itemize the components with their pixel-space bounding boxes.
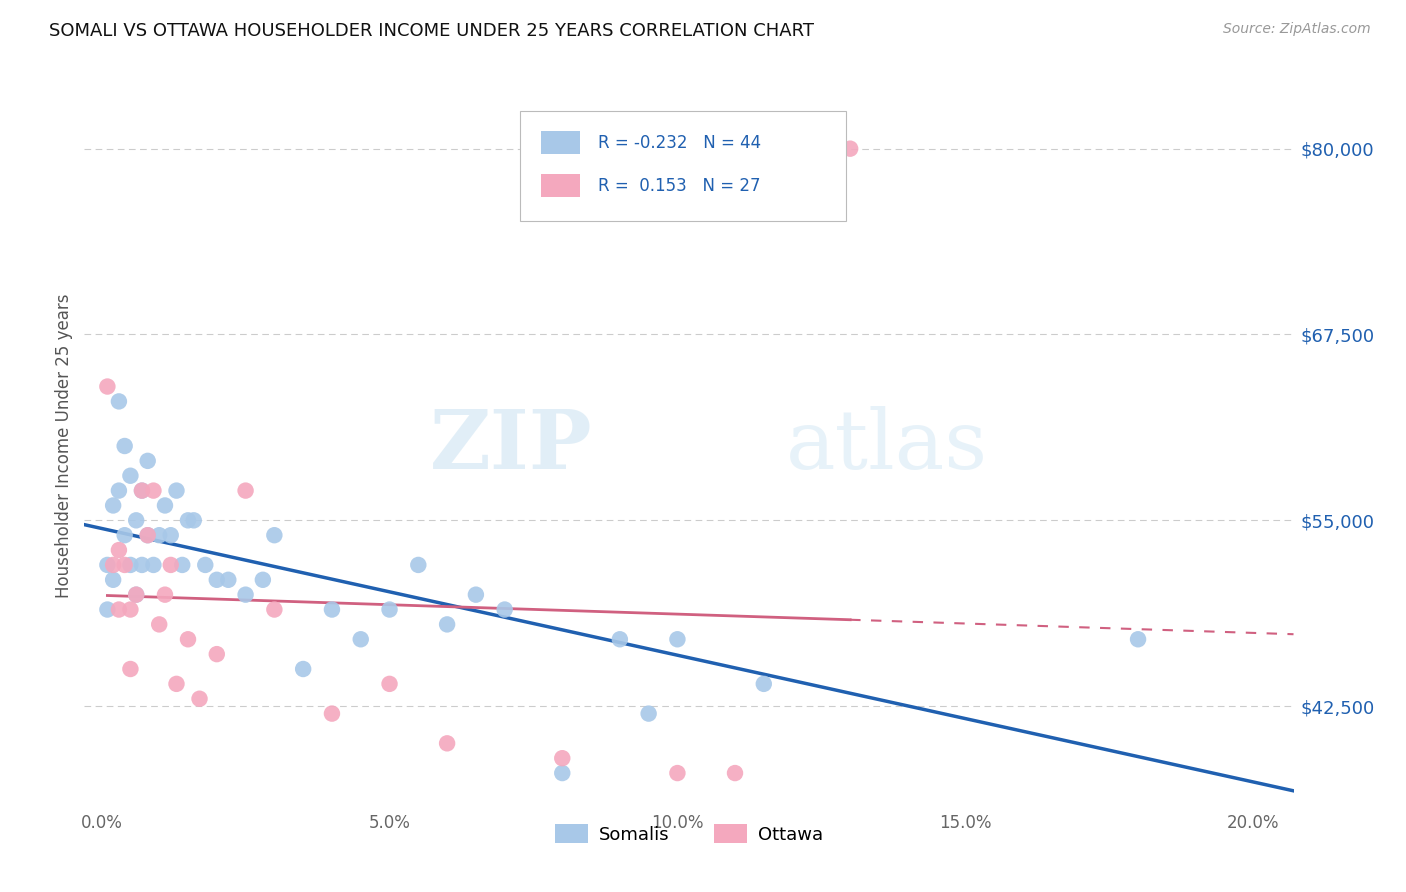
- Point: [108, 483, 131, 498]
- Legend: Somalis, Ottawa: Somalis, Ottawa: [548, 817, 830, 851]
- Point: [263, 602, 285, 616]
- Point: [114, 558, 136, 572]
- Point: [120, 662, 142, 676]
- Point: [101, 573, 124, 587]
- Point: [321, 706, 343, 721]
- Point: [148, 528, 170, 542]
- Point: [101, 558, 124, 572]
- Point: [551, 751, 574, 765]
- Point: [609, 632, 631, 647]
- Point: [166, 677, 188, 691]
- Point: [131, 558, 153, 572]
- Text: Source: ZipAtlas.com: Source: ZipAtlas.com: [1223, 22, 1371, 37]
- Point: [120, 602, 142, 616]
- Bar: [541, 131, 581, 154]
- Point: [378, 677, 401, 691]
- Point: [108, 394, 131, 409]
- Point: [114, 439, 136, 453]
- Point: [752, 677, 775, 691]
- Point: [136, 454, 159, 468]
- Point: [292, 662, 315, 676]
- Point: [108, 543, 131, 558]
- Point: [136, 528, 159, 542]
- Point: [350, 632, 373, 647]
- Point: [464, 588, 486, 602]
- Point: [252, 573, 274, 587]
- Point: [148, 617, 170, 632]
- Point: [839, 142, 862, 156]
- Text: R =  0.153   N = 27: R = 0.153 N = 27: [599, 177, 761, 194]
- Point: [235, 483, 257, 498]
- Point: [131, 483, 153, 498]
- Point: [177, 513, 200, 527]
- Point: [205, 573, 228, 587]
- Point: [217, 573, 239, 587]
- Point: [101, 499, 124, 513]
- Point: [188, 691, 211, 706]
- Point: [125, 513, 148, 527]
- FancyBboxPatch shape: [520, 111, 846, 221]
- Point: [125, 588, 148, 602]
- Point: [172, 558, 194, 572]
- Point: [153, 499, 176, 513]
- Point: [136, 528, 159, 542]
- Point: [159, 528, 181, 542]
- Point: [235, 588, 257, 602]
- Point: [96, 379, 118, 393]
- Point: [120, 468, 142, 483]
- Point: [378, 602, 401, 616]
- Point: [551, 766, 574, 780]
- Point: [114, 528, 136, 542]
- Point: [408, 558, 430, 572]
- Point: [724, 766, 747, 780]
- Text: R = -0.232   N = 44: R = -0.232 N = 44: [599, 134, 762, 152]
- Point: [96, 558, 118, 572]
- Point: [120, 558, 142, 572]
- Point: [194, 558, 217, 572]
- Point: [108, 602, 131, 616]
- Y-axis label: Householder Income Under 25 years: Householder Income Under 25 years: [55, 293, 73, 599]
- Point: [205, 647, 228, 661]
- Point: [436, 617, 458, 632]
- Point: [131, 483, 153, 498]
- Point: [494, 602, 516, 616]
- Point: [263, 528, 285, 542]
- Point: [159, 558, 181, 572]
- Text: atlas: atlas: [786, 406, 988, 486]
- Point: [166, 483, 188, 498]
- Point: [153, 588, 176, 602]
- Bar: [541, 174, 581, 197]
- Point: [321, 602, 343, 616]
- Point: [637, 706, 659, 721]
- Point: [436, 736, 458, 750]
- Point: [1126, 632, 1149, 647]
- Point: [177, 632, 200, 647]
- Point: [666, 766, 689, 780]
- Point: [142, 558, 165, 572]
- Point: [96, 602, 118, 616]
- Text: ZIP: ZIP: [430, 406, 592, 486]
- Text: SOMALI VS OTTAWA HOUSEHOLDER INCOME UNDER 25 YEARS CORRELATION CHART: SOMALI VS OTTAWA HOUSEHOLDER INCOME UNDE…: [49, 22, 814, 40]
- Point: [125, 588, 148, 602]
- Point: [183, 513, 205, 527]
- Point: [142, 483, 165, 498]
- Point: [666, 632, 689, 647]
